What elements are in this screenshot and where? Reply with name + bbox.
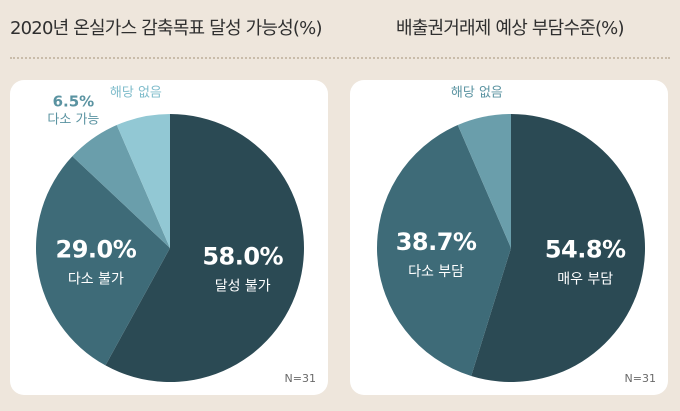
slice-category-label: 해당 없음 bbox=[110, 86, 162, 101]
dotted-divider bbox=[10, 57, 670, 59]
pie-card-right: 54.8% 매우 부담 38.7% 다소 부담 6.5% 해당 없음 N=31 bbox=[350, 80, 668, 395]
pie-slice bbox=[471, 114, 646, 382]
slice-category-label: 다소 불가 bbox=[68, 272, 124, 288]
slice-category-label: 해당 없음 bbox=[451, 86, 503, 101]
sample-size-label: N=31 bbox=[284, 372, 316, 385]
pie-slice bbox=[105, 114, 304, 383]
slice-value-label: 6.5% bbox=[456, 80, 498, 84]
chart-title-left: 2020년 온실가스 감축목표 달성 가능성(%) bbox=[10, 18, 322, 39]
pie-slice bbox=[377, 125, 511, 376]
pie-chart-right: 54.8% 매우 부담 38.7% 다소 부담 6.5% 해당 없음 bbox=[377, 80, 646, 382]
pie-slice bbox=[116, 114, 170, 248]
pie-slice bbox=[457, 114, 511, 248]
slice-value-label: 29.0% bbox=[56, 236, 137, 264]
slice-value-label: 54.8% bbox=[545, 235, 626, 263]
slice-category-label: 다소 부담 bbox=[408, 264, 464, 280]
slice-category-label: 다소 가능 bbox=[47, 113, 99, 128]
pie-chart-left: 58.0% 달성 불가 29.0% 다소 불가 6.5% 다소 가능 6.5% 해당 없음 bbox=[35, 80, 304, 383]
pie-slice bbox=[35, 156, 171, 366]
chart-title-right: 배출권거래제 예상 부담수준(%) bbox=[396, 18, 625, 39]
slice-value-label: 38.7% bbox=[396, 228, 477, 256]
pie-card-left: 58.0% 달성 불가 29.0% 다소 불가 6.5% 다소 가능 6.5% 해당 없음 N… bbox=[10, 80, 328, 395]
slice-category-label: 매우 부담 bbox=[557, 271, 613, 287]
pie-slice bbox=[72, 125, 170, 248]
slice-value-label: 6.5% bbox=[115, 80, 157, 84]
slice-value-label: 6.5% bbox=[53, 93, 95, 111]
slice-value-label: 58.0% bbox=[202, 243, 283, 271]
sample-size-label: N=31 bbox=[624, 372, 656, 385]
slice-category-label: 달성 불가 bbox=[215, 279, 271, 295]
